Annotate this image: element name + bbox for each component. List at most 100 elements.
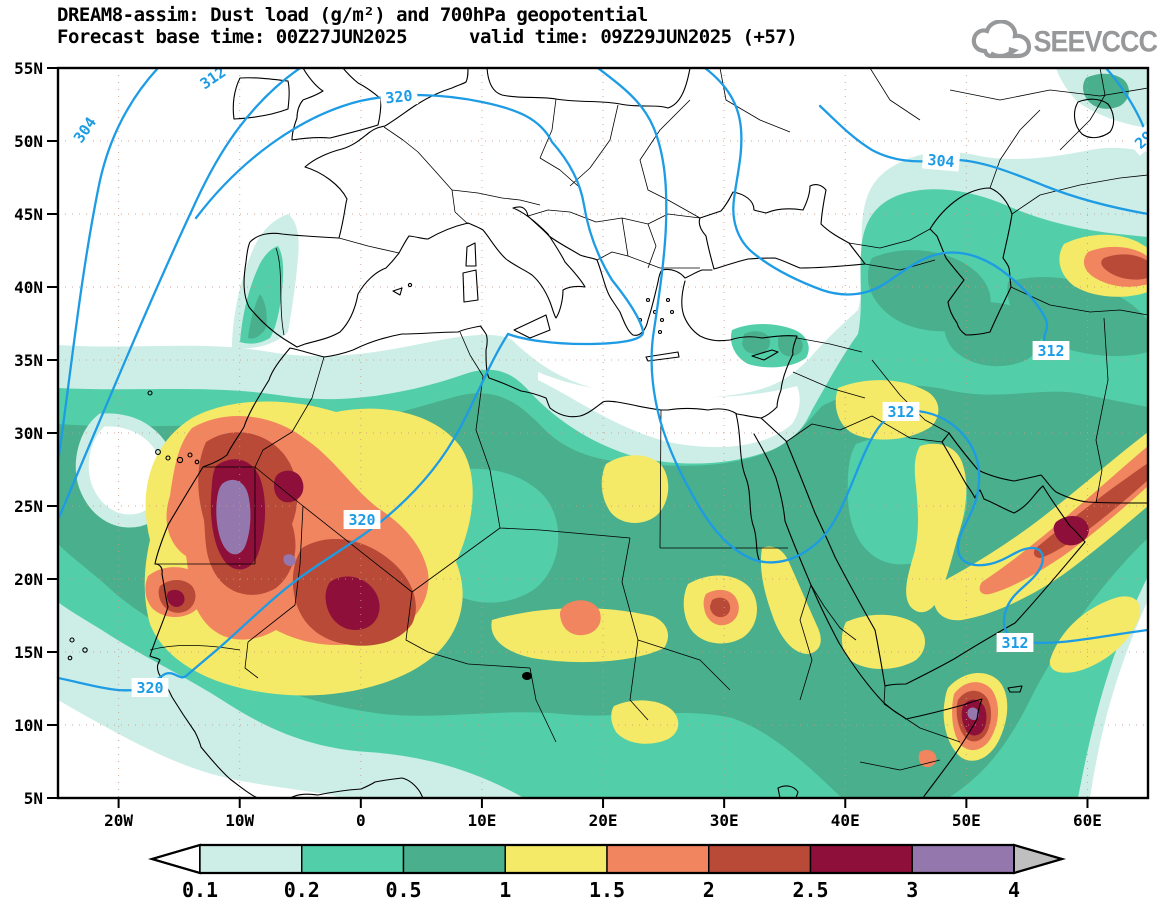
dust-level-0.5-south-caspian (944, 302, 1041, 367)
contour-label-text: 320 (385, 87, 414, 108)
contour-label: 320 (131, 678, 169, 697)
colorbar-segment (911, 844, 1015, 874)
contour-320-main (58, 93, 645, 692)
contour-label: 312 (1032, 341, 1070, 360)
contour-label-box (131, 678, 169, 697)
lon-tick-label: 0 (356, 811, 366, 830)
colorbar-tick-label: 0.5 (385, 878, 421, 902)
lon-tick-label: 20E (589, 811, 618, 830)
lat-tick-label: 20N (14, 570, 43, 589)
lat-tick-label: 10N (14, 716, 43, 735)
contour-label: 312 (882, 402, 920, 421)
lon-tick-label: 10W (225, 811, 254, 830)
colorbar-over-arrow (1013, 843, 1066, 875)
lat-tick-label: 15N (14, 643, 43, 662)
colorbar-segment (708, 844, 812, 874)
dust-level-1-yemen (841, 614, 925, 669)
lon-tick-label: 40E (831, 811, 860, 830)
dust-level-1.5-sahel (560, 600, 601, 636)
map-title: DREAM8-assim: Dust load (g/m²) and 700hP… (57, 4, 648, 26)
title-block: DREAM8-assim: Dust load (g/m²) and 700hP… (57, 4, 798, 48)
colorbar-tick-label: 3 (906, 878, 918, 902)
dust-level-2.5-senegal-dot (166, 589, 185, 607)
colorbar-tick-label: 2.5 (792, 878, 828, 902)
contour-label-text: 312 (1001, 634, 1028, 652)
lon-tick-label: 20W (104, 811, 133, 830)
dust-level-0.2-iberia (240, 246, 284, 344)
colorbar-tick-label: 4 (1008, 878, 1020, 902)
cloud-logo-icon (972, 20, 1032, 59)
contour-label: 304 (921, 149, 961, 172)
contour-label-box (921, 149, 961, 172)
logo-text: SEEVCCC (1033, 25, 1158, 58)
dust-level-2.5-spot-ne (274, 470, 304, 503)
map-subtitle: Forecast base time: 00Z27JUN2025 valid ti… (57, 26, 798, 48)
contour-label-text: 304 (927, 151, 956, 171)
coastlines (67, 68, 1148, 798)
colorbar-under-arrow (148, 843, 201, 875)
country-borders (149, 68, 1148, 771)
dust-level-1-sahara1 (601, 455, 669, 523)
lat-tick-label: 55N (14, 59, 43, 78)
lon-tick-label: 10E (467, 811, 496, 830)
colorbar-tick-label: 1.5 (589, 878, 625, 902)
contour-label-box (1032, 341, 1070, 360)
contour-label-box (882, 402, 920, 421)
dust-level-1.5-somalia-dot (918, 749, 937, 768)
colorbar-legend: 0.1 0.2 0.5 1 1.5 2 2.5 3 4 (148, 843, 1066, 902)
lake-chad (522, 672, 532, 680)
lon-tick-label: 30E (710, 811, 739, 830)
lat-tick-label: 50N (14, 132, 43, 151)
contour-label-text: 312 (1037, 342, 1064, 360)
geopotential-contours (58, 68, 1148, 692)
lat-tick-label: 45N (14, 205, 43, 224)
colorbar-outline (148, 843, 1066, 875)
contour-label: 320 (343, 510, 381, 529)
contour-label-box (1127, 123, 1148, 156)
small-islands (67, 282, 675, 661)
contour-label-text: 320 (136, 679, 163, 697)
axis-ticks (47, 67, 1089, 808)
axis-labels: 55N 50N 45N 40N 35N 30N 25N 20N 15N 10N 5N 20W 10W 0 1… (14, 59, 1102, 830)
dust-level-1-redsea (760, 546, 821, 654)
dust-level-0.5-turkey-dot2 (778, 334, 803, 357)
lat-tick-label: 40N (14, 278, 43, 297)
dust-level-1-oman-plume (934, 432, 1148, 621)
dust-level-1-arabian-sea (1049, 596, 1141, 673)
forecast-base-time: Forecast base time: 00Z27JUN2025 (57, 26, 408, 48)
lon-tick-label: 60E (1073, 811, 1102, 830)
contour-label-box (996, 633, 1034, 652)
contour-label-box (343, 510, 381, 529)
dust-level-2-caspian-east (1101, 254, 1148, 280)
dust-level-3-dot-west-africa (283, 554, 296, 566)
dust-level-2.5-oman-dot (1053, 516, 1089, 546)
contour-label: 312 (996, 633, 1034, 652)
contour-label-box (379, 85, 419, 108)
dust-shading (58, 68, 1148, 798)
lat-tick-label: 30N (14, 424, 43, 443)
dust-level-3-mauritania-core (216, 479, 251, 555)
colorbar-segment (402, 844, 506, 874)
contour-304-west (58, 68, 160, 464)
contour-label: 320 (379, 85, 419, 108)
contour-label-text: 320 (348, 511, 375, 529)
colorbar-tick-label: 0.2 (284, 878, 320, 902)
contour-label-box (66, 109, 103, 151)
contour-label-text: 312 (887, 403, 914, 421)
colorbar-segment (606, 844, 710, 874)
contour-312-caucasus (703, 68, 1049, 346)
colorbar-tick-label: 0.1 (182, 878, 218, 902)
colorbar-segment (504, 844, 608, 874)
colorbar-tick-label: 2 (703, 878, 715, 902)
seevccc-logo: SEEVCCC (971, 20, 1158, 64)
dust-level-0.5-turkey-dot1 (742, 331, 770, 354)
valid-time: valid time: 09Z29JUN2025 (+57) (469, 26, 798, 48)
colorbar-segment (301, 844, 405, 874)
dust-level-1-nigeria (611, 700, 679, 744)
dust-level-0.5-caucasus-east (1007, 277, 1148, 357)
contour-312-east (596, 68, 1148, 645)
dust-level-2-chad-dot (710, 597, 731, 618)
lat-tick-label: 5N (24, 789, 43, 808)
